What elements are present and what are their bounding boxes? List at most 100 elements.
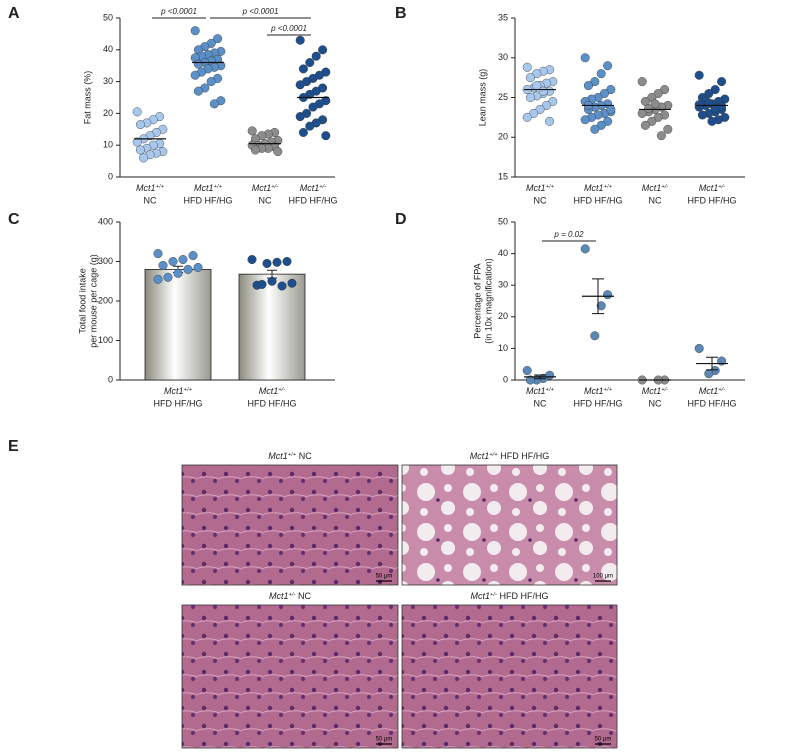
genotype-label: Mct1+/+ <box>526 183 555 193</box>
diet-label: HFD HF/HG <box>688 398 737 408</box>
panel-letter: C <box>8 211 20 228</box>
data-point <box>305 121 315 131</box>
data-point <box>295 80 305 90</box>
data-point <box>135 120 145 130</box>
histology-image <box>181 604 399 749</box>
y-tick-label: 200 <box>98 295 113 305</box>
y-axis-label: (in 10x magnification) <box>483 258 493 344</box>
data-point <box>247 255 257 265</box>
diet-label: NC <box>649 398 662 408</box>
y-tick-label: 25 <box>498 92 508 102</box>
panel-letter: A <box>8 5 20 22</box>
genotype: +/- <box>718 387 725 393</box>
diet-label: HFD HF/HG <box>688 195 737 205</box>
histology-image <box>401 464 618 586</box>
data-point <box>190 26 200 36</box>
data-point <box>637 77 647 87</box>
y-tick-label: 10 <box>103 140 113 150</box>
data-point <box>267 276 277 286</box>
data-point <box>545 116 555 126</box>
scale-bar-label: 50 µm <box>595 737 612 743</box>
data-point <box>188 251 198 261</box>
data-point <box>298 127 308 137</box>
genotype: +/+ <box>184 387 193 393</box>
diet: NC <box>298 591 311 601</box>
diet-label: HFD HF/HG <box>574 195 623 205</box>
gene: Mct1 <box>699 386 719 396</box>
genotype: +/+ <box>214 184 223 190</box>
data-point <box>163 272 173 282</box>
gene: Mct1 <box>268 451 288 461</box>
data-point <box>640 120 650 130</box>
data-point <box>153 274 163 284</box>
y-tick-label: 20 <box>103 108 113 118</box>
data-point <box>190 70 200 80</box>
data-point <box>522 366 532 376</box>
bar <box>144 268 212 381</box>
y-tick-label: 0 <box>503 374 508 384</box>
scale-bar-label: 100 µm <box>593 574 613 580</box>
data-point <box>704 369 714 379</box>
gene: Mct1 <box>470 591 490 601</box>
y-tick-label: 40 <box>103 44 113 54</box>
data-point <box>590 124 600 134</box>
data-point <box>644 104 654 114</box>
genotype-label: Mct1+/- NC <box>269 591 312 601</box>
genotype: +/- <box>661 184 668 190</box>
genotype-label: Mct1+/+ <box>136 183 165 193</box>
data-point <box>694 70 704 80</box>
data-point <box>710 104 720 114</box>
gene: Mct1 <box>526 386 546 396</box>
diet-label: HFD HF/HG <box>574 398 623 408</box>
genotype-label: Mct1+/- <box>252 183 279 193</box>
diet-label: NC <box>259 195 272 205</box>
data-point <box>272 257 282 267</box>
error-bar <box>534 374 546 380</box>
data-point <box>139 153 149 163</box>
y-axis-label: Total food intake <box>77 268 87 334</box>
data-point <box>707 116 717 126</box>
gene: Mct1 <box>584 386 604 396</box>
data-point <box>277 281 287 291</box>
diet-label: HFD HF/HG <box>248 398 297 408</box>
y-tick-label: 0 <box>108 374 113 384</box>
data-point <box>580 53 590 63</box>
y-tick-label: 30 <box>498 52 508 62</box>
p-value: p <0.0001 <box>160 7 197 16</box>
diet-label: HFD HF/HG <box>154 398 203 408</box>
genotype-label: Mct1+/- <box>699 386 726 396</box>
genotype-label: Mct1+/+ <box>584 386 613 396</box>
data-point <box>532 81 542 91</box>
y-tick-label: 0 <box>108 171 113 181</box>
gene: Mct1 <box>584 183 604 193</box>
y-tick-label: 40 <box>498 248 508 258</box>
y-tick-label: 300 <box>98 256 113 266</box>
data-point <box>590 331 600 341</box>
genotype: +/- <box>319 184 326 190</box>
gene: Mct1 <box>642 183 662 193</box>
genotype: +/+ <box>288 452 297 458</box>
diet-label: HFD HF/HG <box>289 195 338 205</box>
genotype-label: Mct1+/- <box>642 386 669 396</box>
data-point <box>132 107 142 117</box>
data-point <box>580 115 590 125</box>
data-point <box>305 58 315 68</box>
data-point <box>247 126 257 136</box>
genotype-label: Mct1+/- <box>300 183 327 193</box>
data-point <box>213 34 223 44</box>
data-point <box>168 257 178 267</box>
diet: HFD HF/HG <box>500 591 549 601</box>
gene: Mct1 <box>699 183 719 193</box>
data-point <box>295 112 305 122</box>
gene: Mct1 <box>259 386 279 396</box>
data-point <box>298 64 308 74</box>
diet: NC <box>299 451 312 461</box>
data-point <box>193 86 203 96</box>
data-point <box>262 258 272 268</box>
y-tick-label: 30 <box>103 76 113 86</box>
data-point <box>603 290 613 300</box>
data-point <box>321 131 331 141</box>
genotype: +/+ <box>546 387 555 393</box>
data-point <box>257 279 267 289</box>
genotype: +/+ <box>546 184 555 190</box>
